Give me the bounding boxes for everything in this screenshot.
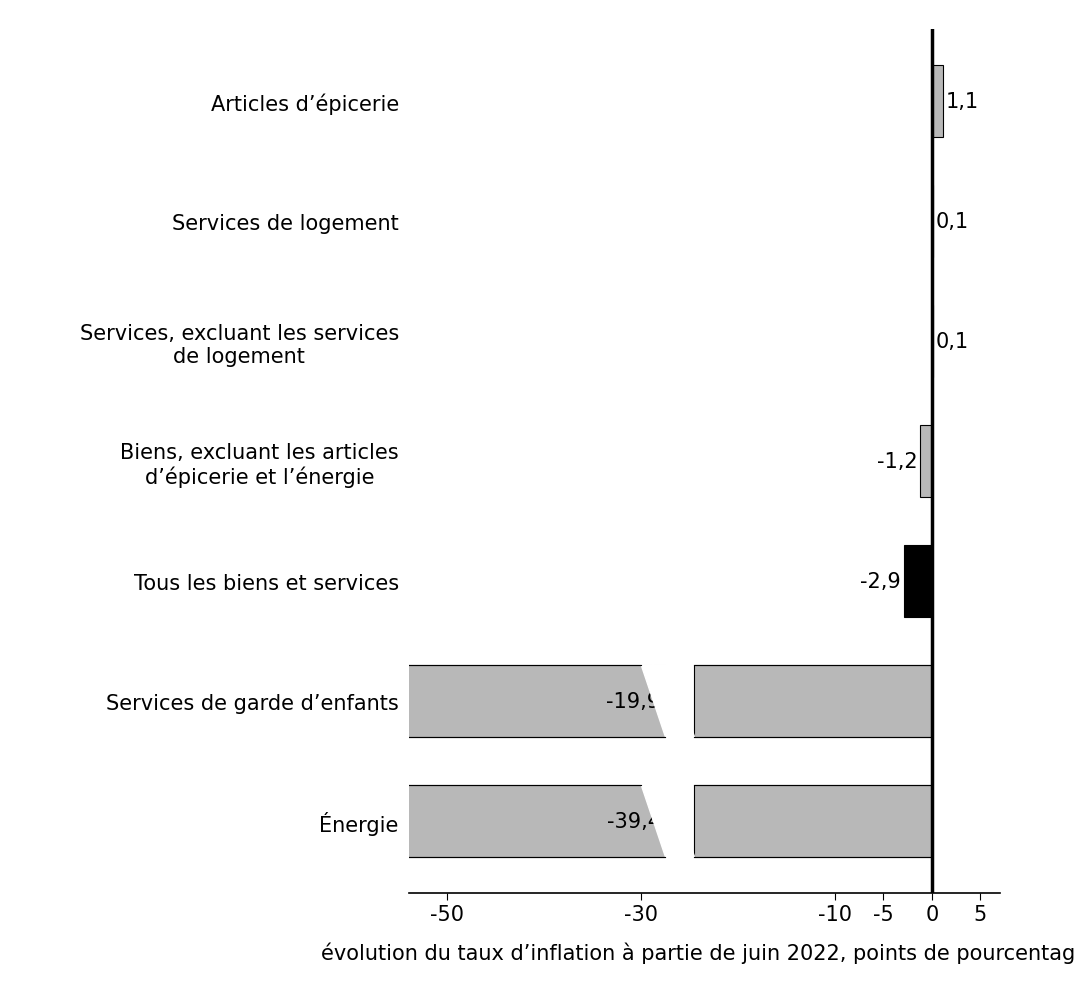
Text: -39,4: -39,4: [606, 810, 660, 830]
Bar: [389, 784, 665, 857]
Bar: [920, 425, 932, 497]
Text: 0,1: 0,1: [935, 332, 969, 352]
Text: -1,2: -1,2: [877, 451, 917, 471]
Bar: [694, 784, 932, 857]
Text: -2,9: -2,9: [860, 571, 901, 591]
Bar: [694, 665, 932, 737]
Bar: [932, 66, 943, 137]
Bar: [904, 546, 932, 617]
Text: 0,1: 0,1: [935, 212, 969, 232]
Bar: [389, 665, 665, 737]
X-axis label: évolution du taux d’inflation à partie de juin 2022, points de pourcentage: évolution du taux d’inflation à partie d…: [320, 941, 1075, 963]
Polygon shape: [641, 784, 694, 857]
Text: -19,9: -19,9: [606, 691, 660, 711]
Text: 1,1: 1,1: [946, 92, 978, 112]
Polygon shape: [641, 665, 694, 737]
